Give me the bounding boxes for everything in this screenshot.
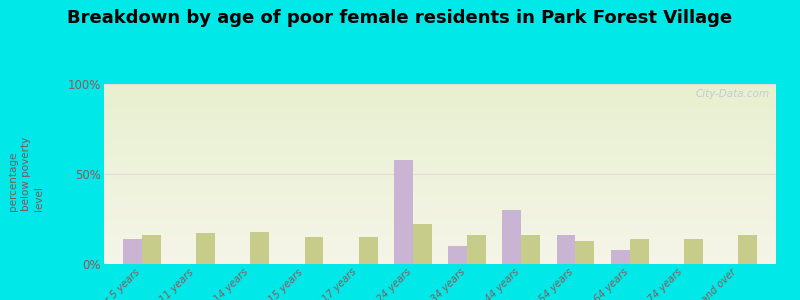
Bar	[358, 237, 378, 264]
Bar	[448, 246, 467, 264]
Text: City-Data.com: City-Data.com	[695, 89, 770, 99]
Bar	[630, 239, 649, 264]
Bar	[394, 160, 413, 264]
Bar	[738, 235, 757, 264]
Bar	[575, 241, 594, 264]
Bar	[557, 235, 575, 264]
Text: Breakdown by age of poor female residents in Park Forest Village: Breakdown by age of poor female resident…	[67, 9, 733, 27]
Bar	[413, 224, 432, 264]
Bar	[196, 233, 215, 264]
Bar	[502, 210, 522, 264]
Bar	[684, 239, 703, 264]
Bar	[142, 235, 161, 264]
Bar	[123, 239, 142, 264]
Text: percentage
below poverty
level: percentage below poverty level	[8, 137, 45, 211]
Bar	[250, 232, 270, 264]
Bar	[522, 235, 540, 264]
Bar	[305, 237, 323, 264]
Bar	[610, 250, 630, 264]
Bar	[467, 235, 486, 264]
